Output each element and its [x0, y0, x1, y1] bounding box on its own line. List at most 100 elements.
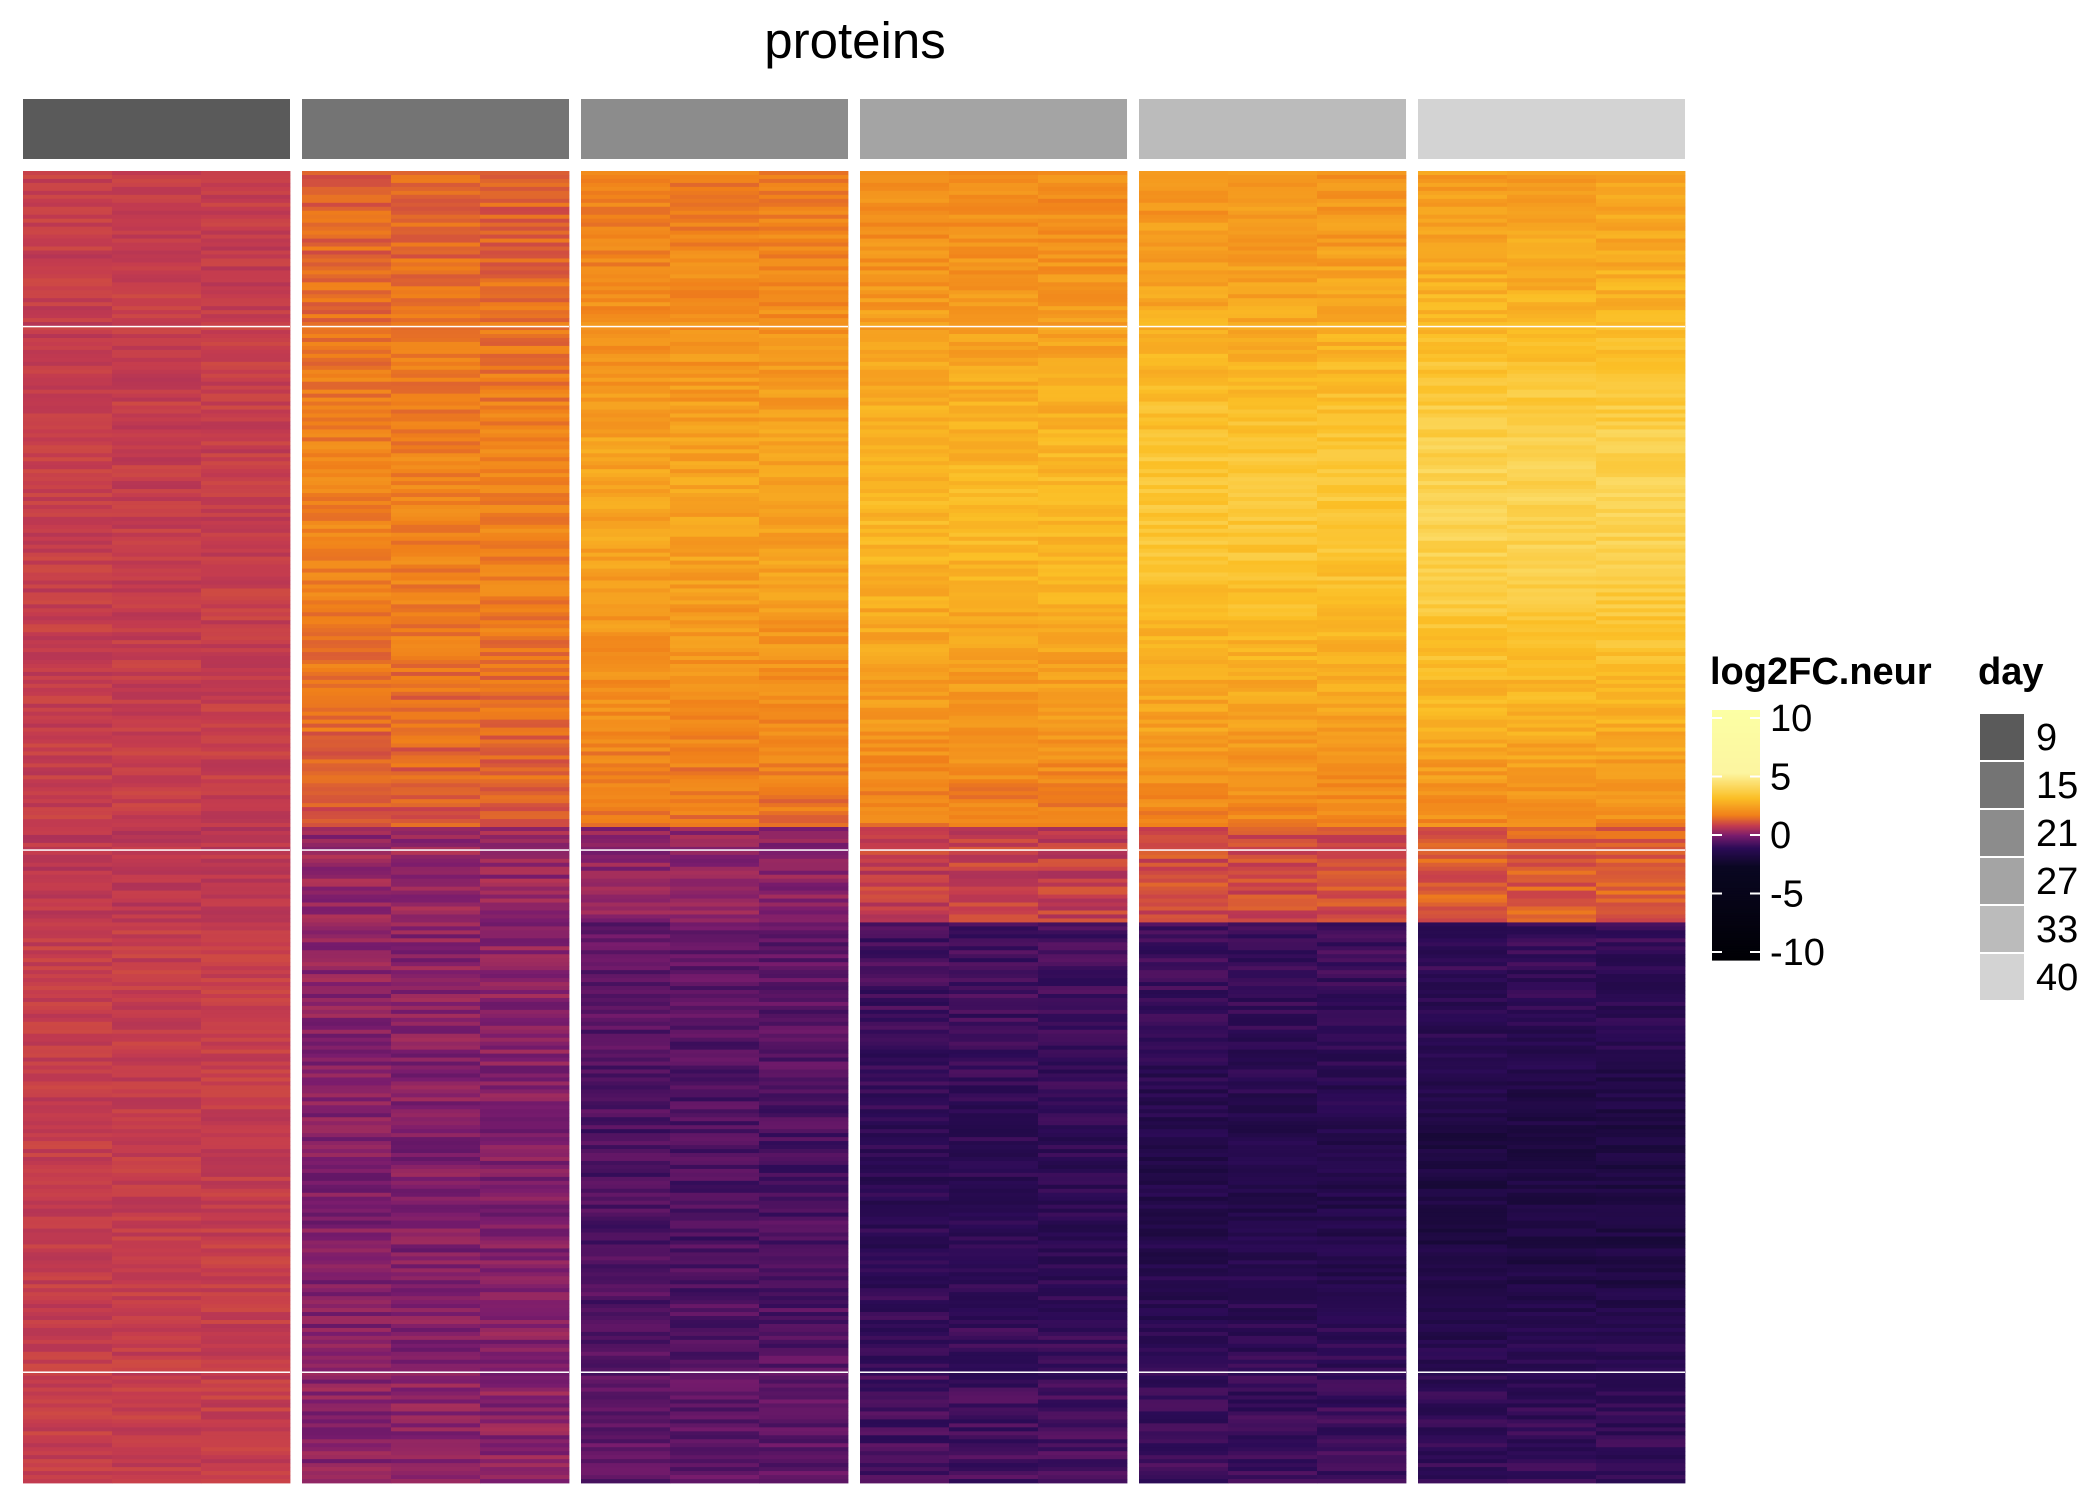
heatmap-cell [112, 882, 202, 888]
heatmap-cell [759, 202, 849, 208]
heatmap-cell [1139, 803, 1229, 808]
heatmap-cell [302, 186, 392, 192]
heatmap-cell [201, 504, 291, 510]
heatmap-cell [480, 898, 570, 903]
heatmap-cell [391, 771, 481, 776]
heatmap-cell [759, 357, 849, 363]
heatmap-cell [949, 520, 1039, 526]
heatmap-cell [860, 540, 950, 546]
heatmap-cell [860, 1081, 950, 1086]
heatmap-cell [1139, 1459, 1229, 1464]
heatmap-cell [860, 1319, 950, 1325]
heatmap-cell [1038, 731, 1128, 736]
heatmap-cell [759, 218, 849, 224]
heatmap-cell [23, 1029, 113, 1035]
heatmap-cell [1228, 393, 1318, 399]
heatmap-cell [949, 1145, 1039, 1150]
heatmap-cell [860, 1355, 950, 1361]
heatmap-cell [1317, 469, 1407, 474]
heatmap-cell [1038, 612, 1128, 617]
heatmap-cell [302, 270, 392, 275]
heatmap-cell [23, 683, 113, 689]
heatmap-cell [1317, 504, 1407, 510]
heatmap-cell [759, 1387, 849, 1392]
heatmap-cell [480, 1137, 570, 1142]
heatmap-cell [759, 942, 849, 947]
heatmap-cell [949, 254, 1039, 259]
heatmap-cell [1317, 234, 1407, 239]
heatmap-cell [1038, 739, 1128, 744]
heatmap-cell [302, 310, 392, 315]
heatmap-cell [201, 1113, 291, 1118]
heatmap-cell [201, 417, 291, 422]
heatmap-cell [1038, 548, 1128, 554]
heatmap-cell [949, 846, 1039, 852]
heatmap-cell [201, 1212, 291, 1218]
heatmap-cell [759, 524, 849, 530]
heatmap-cell [1317, 612, 1407, 617]
heatmap-cell [391, 1427, 481, 1432]
heatmap-cell [302, 954, 392, 959]
heatmap-cell [201, 648, 291, 653]
heatmap-cell [759, 1351, 849, 1357]
heatmap-cell [302, 1308, 392, 1313]
heatmap-cell [670, 1260, 760, 1265]
heatmap-cell [670, 564, 760, 569]
heatmap-cell [1038, 962, 1128, 967]
heatmap-cell [1228, 334, 1318, 339]
heatmap-cell [949, 1252, 1039, 1257]
heatmap-cell [1139, 282, 1229, 287]
heatmap-cell [112, 210, 202, 216]
heatmap-cell [23, 572, 113, 577]
heatmap-cell [201, 1156, 291, 1162]
heatmap-cell [480, 882, 570, 888]
heatmap-cell [581, 278, 671, 283]
heatmap-cell [302, 715, 392, 721]
heatmap-cell [1038, 663, 1128, 669]
heatmap-cell [391, 827, 481, 832]
heatmap-cell [670, 616, 760, 621]
heatmap-cell [1317, 1121, 1407, 1126]
heatmap-cell [860, 1327, 950, 1333]
heatmap-cell [860, 1252, 950, 1257]
heatmap-cell [1317, 1471, 1407, 1476]
heatmap-cell [1139, 1109, 1229, 1114]
heatmap-cell [201, 890, 291, 895]
heatmap-cell [1038, 1280, 1128, 1285]
heatmap-cell [1228, 353, 1318, 359]
heatmap-cell [1038, 1236, 1128, 1241]
heatmap-cell [302, 1335, 392, 1341]
heatmap-cell [1317, 1013, 1407, 1019]
heatmap-cell [949, 540, 1039, 546]
heatmap-cell [23, 182, 113, 188]
heatmap-cell [860, 755, 950, 760]
heatmap-cell [201, 210, 291, 216]
heatmap-cell [302, 731, 392, 736]
heatmap-cell [201, 707, 291, 713]
heatmap-cell [1228, 854, 1318, 860]
heatmap-cell [1038, 819, 1128, 824]
heatmap-cell [1317, 894, 1407, 899]
heatmap-cell [302, 1200, 392, 1206]
heatmap-cell [112, 477, 202, 482]
heatmap-cell [23, 890, 113, 895]
heatmap-cell [302, 1133, 392, 1138]
heatmap-cell [480, 1264, 570, 1269]
heatmap-cell [759, 1359, 849, 1365]
heatmap-cell [581, 1467, 671, 1472]
heatmap-cell [112, 1415, 202, 1420]
heatmap-cell [670, 1375, 760, 1381]
heatmap-cell [670, 938, 760, 943]
heatmap-cell [1139, 1184, 1229, 1190]
heatmap-cell [112, 787, 202, 792]
heatmap-cell [23, 1009, 113, 1015]
heatmap-cell [860, 834, 950, 840]
heatmap-cell [23, 1001, 113, 1007]
heatmap-cell [1228, 616, 1318, 621]
heatmap-cell [112, 481, 202, 486]
heatmap-cell [949, 1240, 1039, 1245]
heatmap-cell [480, 648, 570, 653]
heatmap-cell [759, 982, 849, 987]
heatmap-cell [1139, 966, 1229, 971]
heatmap-cell [1228, 552, 1318, 558]
